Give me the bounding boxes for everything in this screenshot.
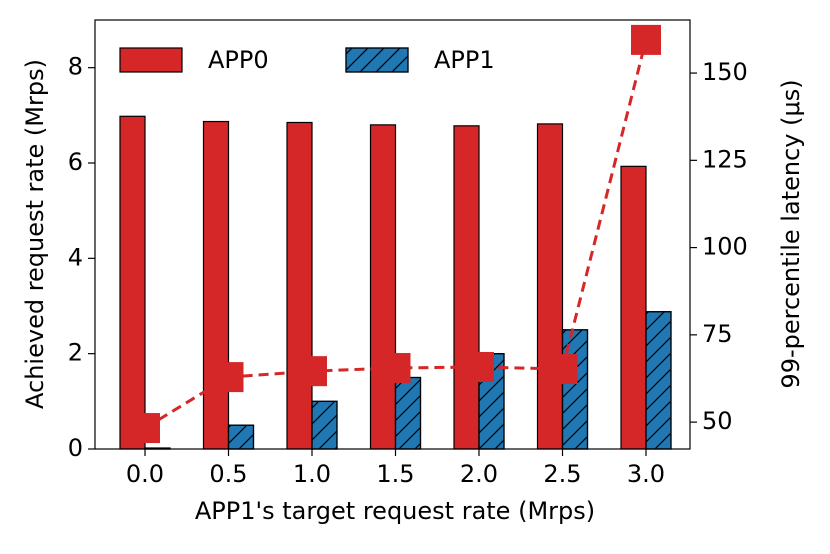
x-tick-label: 0.0	[126, 460, 164, 488]
latency-marker	[547, 354, 578, 385]
bar	[369, 124, 397, 450]
y-tick-label: 6	[68, 148, 83, 176]
y2-tick-label: 50	[702, 407, 733, 435]
y-tick-label: 8	[68, 53, 83, 81]
y2-tick-label: 150	[702, 58, 748, 86]
x-tick-label: 2.0	[460, 460, 498, 488]
bar	[536, 123, 564, 450]
bar-hatch	[394, 376, 422, 450]
bar	[620, 165, 647, 450]
latency-marker	[130, 413, 160, 444]
y2-tick-label: 125	[702, 145, 748, 173]
y2-tick-label: 75	[702, 320, 733, 348]
x-tick-label: 1.0	[293, 460, 331, 488]
bar	[286, 121, 313, 450]
latency-marker	[213, 362, 244, 393]
y2-tick-label: 100	[702, 233, 748, 261]
bar	[202, 120, 230, 450]
y-tick-label: 0	[68, 434, 83, 462]
latency-marker	[380, 353, 411, 384]
x-tick-label: 0.5	[209, 460, 247, 488]
y-tick-label: 4	[68, 243, 83, 271]
latency-marker	[464, 351, 494, 382]
plot-frame	[94, 19, 691, 450]
latency-marker	[297, 356, 327, 387]
legend-hatch	[345, 47, 409, 73]
legend-label: APP0	[208, 46, 269, 74]
bar	[119, 115, 146, 450]
legend-swatch	[119, 47, 183, 73]
bar-hatch	[311, 400, 338, 450]
bar-hatch	[645, 311, 672, 450]
x-tick-label: 3.0	[627, 460, 665, 488]
y-axis-label: Achieved request rate (Mrps)	[21, 59, 49, 409]
bar	[453, 125, 480, 450]
bar-hatch	[227, 424, 255, 450]
latency-marker	[631, 24, 661, 55]
legend-label: APP1	[434, 46, 495, 74]
y-tick-label: 2	[68, 339, 83, 367]
y2-axis-label: 99-percentile latency (μs)	[777, 79, 805, 388]
x-tick-label: 2.5	[543, 460, 581, 488]
bar-hatch	[561, 329, 589, 450]
x-tick-label: 1.5	[376, 460, 414, 488]
x-axis-label: APP1's target request rate (Mrps)	[195, 497, 595, 525]
